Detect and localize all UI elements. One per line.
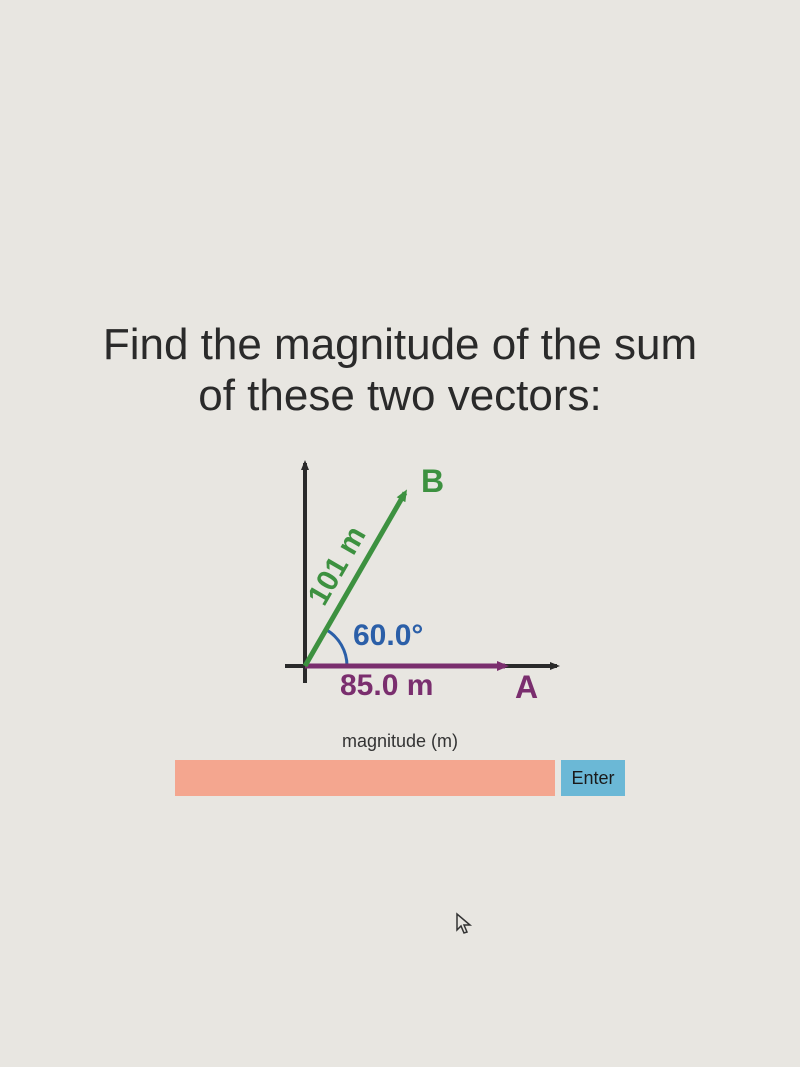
input-row: Enter xyxy=(175,760,624,796)
vector-diagram: B 101 m 60.0° 85.0 m A xyxy=(225,451,575,711)
vector-a-label: A xyxy=(515,669,538,706)
magnitude-input[interactable] xyxy=(175,760,555,796)
vector-b-label: B xyxy=(421,463,444,500)
angle-label: 60.0° xyxy=(353,619,423,653)
question-line2: of these two vectors: xyxy=(103,371,697,422)
question-line1: Find the magnitude of the sum xyxy=(103,320,697,371)
enter-button[interactable]: Enter xyxy=(561,760,624,796)
input-label: magnitude (m) xyxy=(342,731,458,752)
angle-arc xyxy=(326,630,347,666)
question-text: Find the magnitude of the sum of these t… xyxy=(103,320,697,421)
vector-a-length: 85.0 m xyxy=(340,669,433,703)
cursor-icon xyxy=(455,912,473,942)
